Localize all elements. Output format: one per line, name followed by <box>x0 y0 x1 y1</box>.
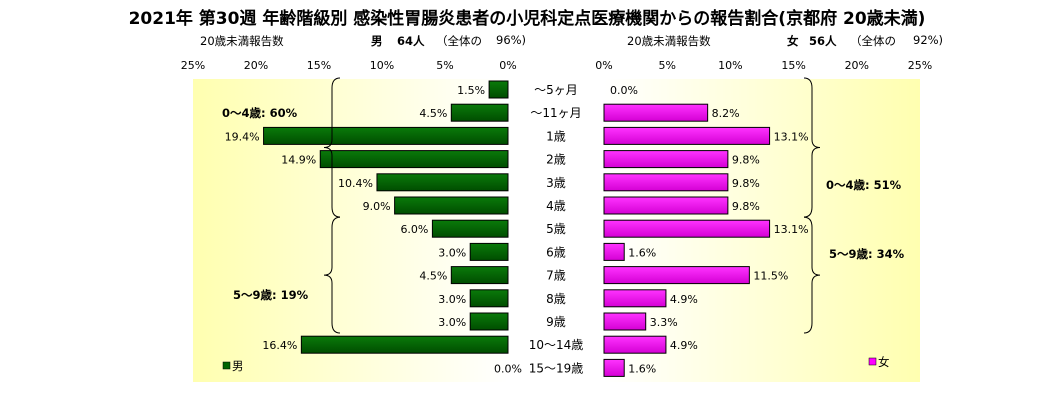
female-bar <box>603 219 771 238</box>
female-data-label: 0.0% <box>610 84 638 97</box>
female-bar <box>603 173 729 192</box>
male-bar <box>394 196 509 215</box>
female-data-label: 9.8% <box>732 154 760 167</box>
male-bar <box>319 150 509 169</box>
female-data-label: 4.9% <box>670 293 698 306</box>
female-bar <box>603 335 667 354</box>
male-data-label: 0.0% <box>494 362 522 375</box>
female-axis-tick-label: 0% <box>595 59 612 72</box>
male-share-open: （全体の <box>436 34 482 48</box>
male-data-label: 19.4% <box>225 130 260 143</box>
female-count-value: 56人 <box>809 34 837 48</box>
female-bar <box>603 312 647 331</box>
male-bar <box>300 335 509 354</box>
male-axis-tick-label: 15% <box>307 59 331 72</box>
female-sex-label: 女 <box>787 34 799 48</box>
category-label: 10～14歳 <box>529 338 584 352</box>
male-data-label: 4.5% <box>419 107 447 120</box>
female-5-9-bracket <box>803 216 821 334</box>
male-5-9-bracket <box>323 216 341 334</box>
chart-title: 2021年 第30週 年齢階級別 感染性胃腸炎患者の小児科定点医療機関からの報告… <box>128 9 926 29</box>
female-data-label: 13.1% <box>774 130 809 143</box>
male-bar <box>450 266 509 285</box>
male-share-value: 96%) <box>496 33 527 47</box>
category-label: 2歳 <box>546 153 566 167</box>
male-data-label: 1.5% <box>457 84 485 97</box>
female-data-label: 13.1% <box>774 223 809 236</box>
female-axis-tick-label: 20% <box>845 59 869 72</box>
female-axis-tick-label: 15% <box>781 59 805 72</box>
male-legend-label: 男 <box>232 359 244 373</box>
female-bar <box>603 103 709 122</box>
category-label: 9歳 <box>546 315 566 329</box>
male-axis-tick-label: 0% <box>499 59 516 72</box>
category-label: 15～19歳 <box>529 361 584 375</box>
female-0-4-bracket <box>803 77 821 218</box>
male-data-label: 14.9% <box>281 154 316 167</box>
male-legend-swatch <box>222 361 231 370</box>
male-0-4-bracket <box>323 77 341 218</box>
male-count-value: 64人 <box>397 34 425 48</box>
male-bar <box>469 312 509 331</box>
category-label: 1歳 <box>546 129 566 143</box>
male-5-9-annotation: 5～9歳: 19% <box>233 288 309 302</box>
female-5-9-annotation: 5～9歳: 34% <box>829 247 905 261</box>
category-label: 3歳 <box>546 176 566 190</box>
female-bar <box>603 196 729 215</box>
female-bar <box>603 289 667 308</box>
female-data-label: 3.3% <box>650 316 678 329</box>
category-label: 6歳 <box>546 245 566 259</box>
category-label: ～11ヶ月 <box>530 106 581 120</box>
male-bar <box>469 242 509 261</box>
male-bar <box>431 219 509 238</box>
category-label: 5歳 <box>546 222 566 236</box>
female-share-open: （全体の <box>850 34 896 48</box>
male-bar <box>488 80 509 99</box>
female-data-label: 11.5% <box>753 270 788 283</box>
category-label: 4歳 <box>546 199 566 213</box>
category-label: ～5ヶ月 <box>534 83 578 97</box>
male-count-label: 20歳未満報告数 <box>200 34 284 48</box>
male-bar <box>263 126 509 145</box>
male-data-label: 3.0% <box>438 293 466 306</box>
male-data-label: 4.5% <box>419 270 447 283</box>
female-0-4-annotation: 0～4歳: 51% <box>826 178 902 192</box>
female-data-label: 4.9% <box>670 339 698 352</box>
male-axis-tick-label: 20% <box>244 59 268 72</box>
female-data-label: 1.6% <box>628 362 656 375</box>
female-bar <box>603 266 750 285</box>
category-label: 7歳 <box>546 269 566 283</box>
male-0-4-annotation: 0～4歳: 60% <box>222 106 298 120</box>
male-data-label: 3.0% <box>438 316 466 329</box>
male-data-label: 9.0% <box>363 200 391 213</box>
female-data-label: 8.2% <box>712 107 740 120</box>
male-sex-label: 男 <box>371 34 383 48</box>
male-bar <box>376 173 509 192</box>
male-axis-tick-label: 5% <box>436 59 453 72</box>
female-data-label: 9.8% <box>732 177 760 190</box>
female-bar <box>603 242 625 261</box>
female-legend-swatch <box>868 357 877 366</box>
male-data-label: 16.4% <box>262 339 297 352</box>
male-bar <box>469 289 509 308</box>
female-axis-tick-label: 25% <box>908 59 932 72</box>
female-bar <box>603 150 729 169</box>
male-axis-tick-label: 25% <box>181 59 205 72</box>
female-axis-tick-label: 5% <box>658 59 675 72</box>
female-legend-label: 女 <box>878 355 890 369</box>
female-data-label: 1.6% <box>628 246 656 259</box>
male-data-label: 10.4% <box>338 177 373 190</box>
male-data-label: 6.0% <box>400 223 428 236</box>
female-data-label: 9.8% <box>732 200 760 213</box>
female-axis-tick-label: 10% <box>718 59 742 72</box>
category-label: 8歳 <box>546 292 566 306</box>
female-bar <box>603 126 771 145</box>
male-axis-tick-label: 10% <box>370 59 394 72</box>
male-bar <box>450 103 509 122</box>
female-count-label: 20歳未満報告数 <box>627 34 711 48</box>
female-share-value: 92%) <box>913 33 944 47</box>
female-bar <box>603 358 625 377</box>
male-data-label: 3.0% <box>438 246 466 259</box>
